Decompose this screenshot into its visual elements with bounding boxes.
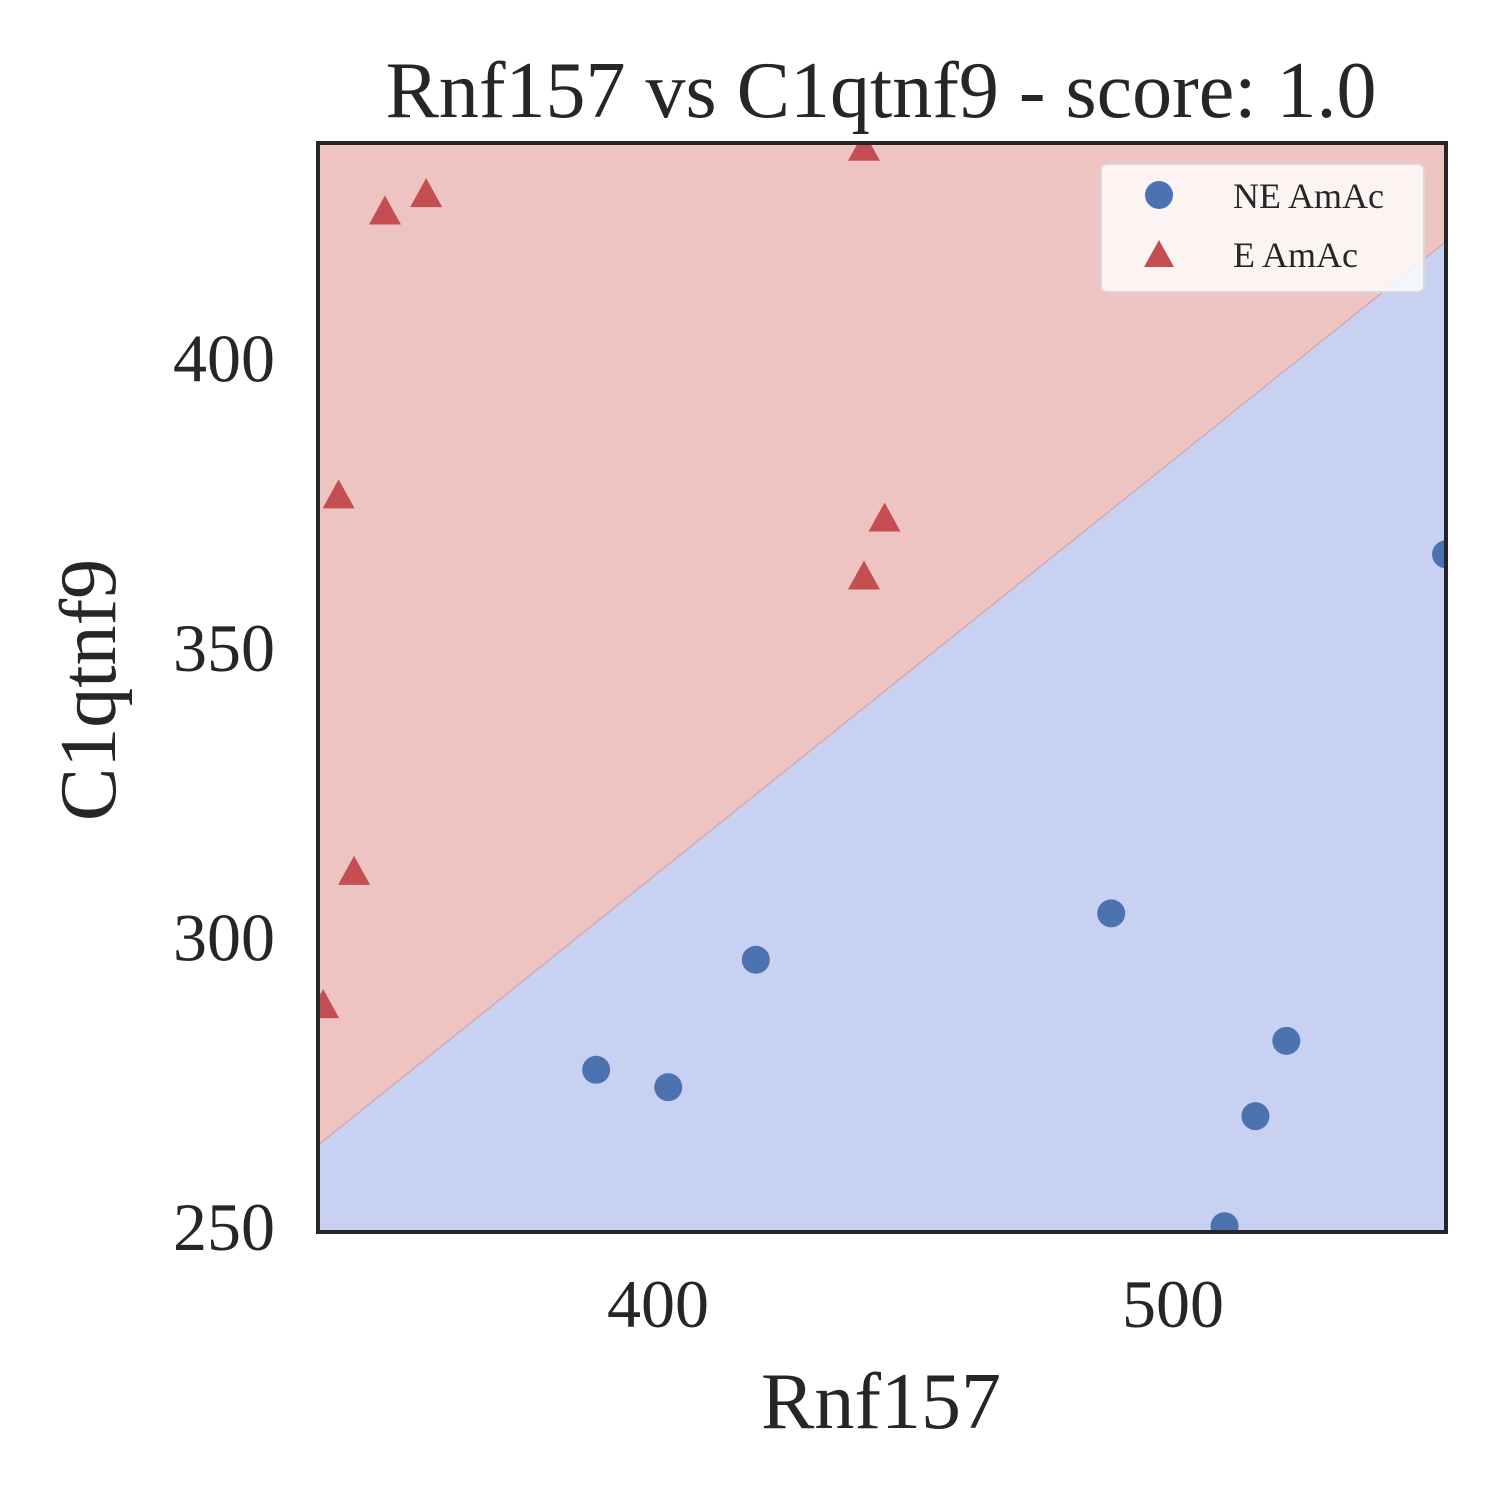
ne-amac-point-7 <box>1432 540 1446 569</box>
y-axis-label: C1qtnf9 <box>45 559 133 821</box>
legend: NE AmAc E AmAc <box>1100 163 1425 293</box>
legend-marker-ne-amac <box>1145 181 1173 209</box>
legend-label-ne-amac: NE AmAc <box>1233 176 1384 216</box>
x-tick-label-400: 400 <box>607 1266 709 1342</box>
e-amac-point-0 <box>318 989 340 1019</box>
legend-marker-e-amac <box>1144 240 1174 267</box>
ne-amac-point-2 <box>741 945 770 974</box>
e-amac-point-4 <box>410 178 443 208</box>
region-above <box>318 143 1446 1146</box>
region-below <box>318 241 1446 1232</box>
ne-amac-point-4 <box>1210 1212 1239 1232</box>
ne-amac-point-6 <box>1272 1026 1301 1055</box>
y-tick-label-300: 300 <box>173 900 275 976</box>
e-amac-point-7 <box>868 502 901 532</box>
chart-title: Rnf157 vs C1qtnf9 - score: 1.0 <box>385 47 1376 135</box>
ne-amac-point-3 <box>1097 899 1126 928</box>
e-amac-point-2 <box>338 855 371 885</box>
x-tick-label-500: 500 <box>1122 1266 1224 1342</box>
y-tick-label-400: 400 <box>173 320 275 396</box>
decision-boundary-line <box>318 241 1446 1146</box>
e-amac-point-6 <box>847 560 880 590</box>
legend-label-e-amac: E AmAc <box>1233 235 1358 275</box>
e-amac-point-5 <box>847 143 880 161</box>
ne-amac-point-5 <box>1241 1102 1270 1131</box>
ne-amac-point-0 <box>582 1055 611 1084</box>
e-amac-point-1 <box>322 479 355 509</box>
y-tick-label-350: 350 <box>173 610 275 686</box>
plot-frame <box>316 141 1448 1234</box>
x-axis-label: Rnf157 <box>761 1358 1001 1446</box>
legend-box <box>1100 163 1425 293</box>
ne-amac-point-1 <box>654 1073 683 1102</box>
e-amac-point-3 <box>368 195 401 225</box>
y-tick-label-250: 250 <box>173 1189 275 1265</box>
